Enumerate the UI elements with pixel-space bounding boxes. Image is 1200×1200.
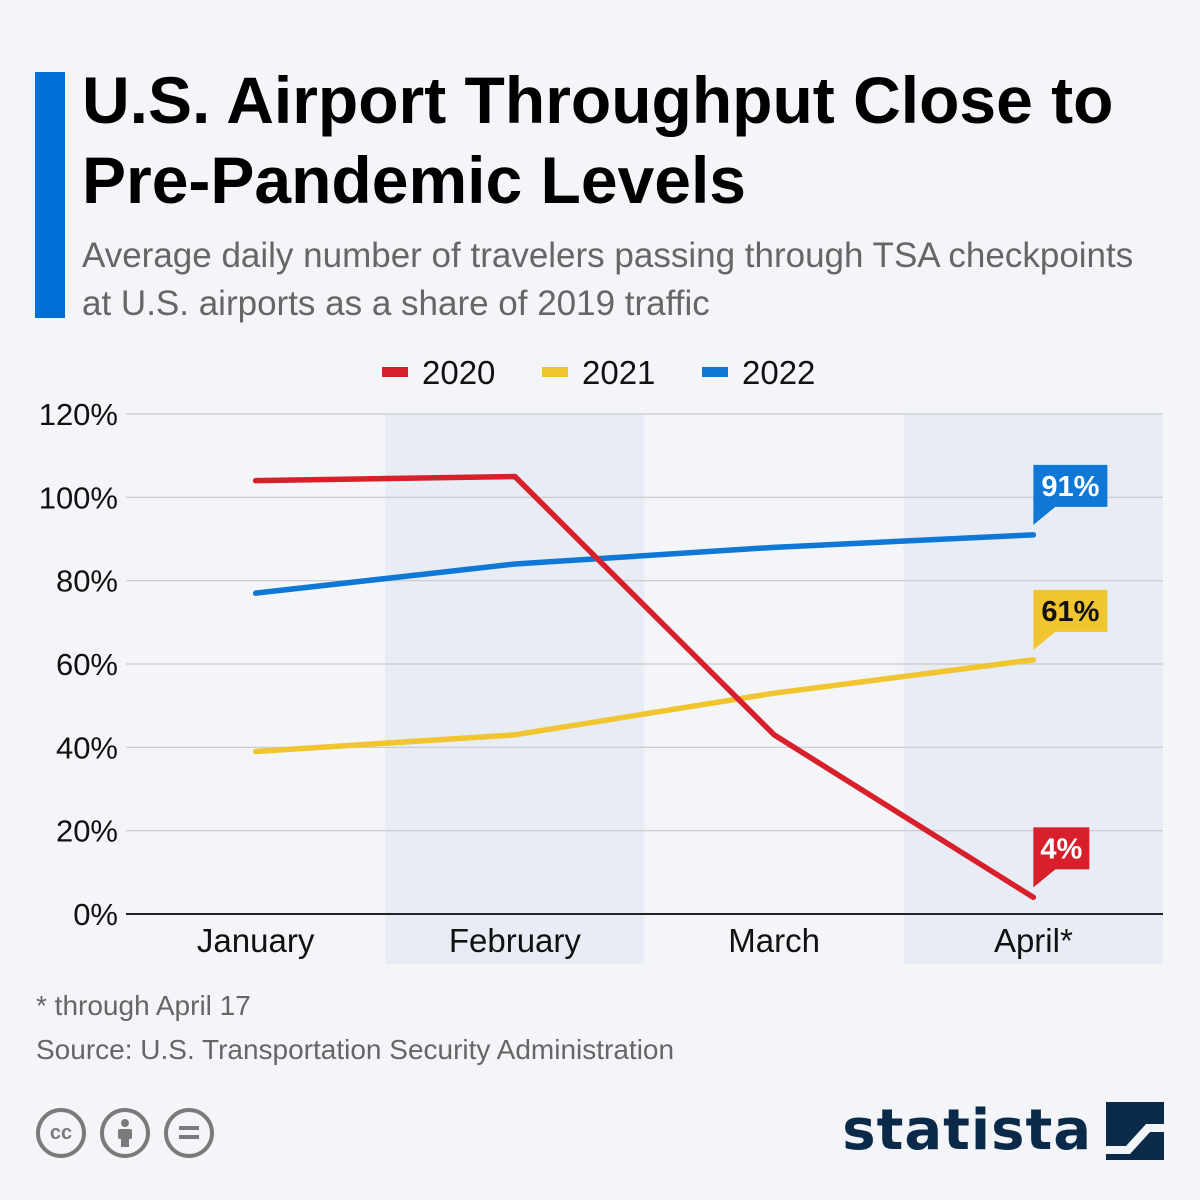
x-tick-label: January bbox=[197, 922, 315, 959]
series-line-2020 bbox=[252, 473, 1037, 901]
callout-box bbox=[1033, 464, 1108, 525]
y-tick-label: 120% bbox=[39, 397, 118, 432]
series-line-2022 bbox=[252, 532, 1037, 596]
data-label: 61% bbox=[1041, 596, 1099, 628]
x-tick-label: March bbox=[728, 922, 820, 959]
y-tick-label: 40% bbox=[56, 730, 118, 765]
legend-label: 2020 bbox=[422, 354, 495, 391]
source-note: Source: U.S. Transportation Security Adm… bbox=[36, 1034, 675, 1065]
attribution-icon[interactable] bbox=[100, 1108, 150, 1158]
callout-box bbox=[1033, 827, 1090, 888]
data-label: 4% bbox=[1040, 833, 1082, 865]
license-icons: cc bbox=[36, 1108, 214, 1158]
footnote: * through April 17 bbox=[36, 990, 251, 1021]
legend-label: 2021 bbox=[582, 354, 655, 391]
y-tick-label: 100% bbox=[39, 480, 118, 515]
statista-brand[interactable]: statista bbox=[842, 1098, 1164, 1163]
y-tick-label: 20% bbox=[56, 814, 118, 849]
callout-box bbox=[1033, 589, 1108, 650]
line-chart: 0% 20% 40% 60% 80% 100% 120% January February Mar… bbox=[39, 354, 1163, 964]
chart-subtitle: Average daily number of travelers passin… bbox=[82, 236, 1134, 323]
y-tick-label: 80% bbox=[56, 564, 118, 599]
x-tick-label: February bbox=[449, 922, 582, 959]
cc-icon[interactable]: cc bbox=[36, 1108, 86, 1158]
data-label: 91% bbox=[1041, 471, 1099, 503]
chart-title: U.S. Airport Throughput Close to Pre-Pan… bbox=[82, 63, 1114, 217]
series-line-2021 bbox=[252, 657, 1037, 755]
title-accent-bar bbox=[35, 72, 65, 318]
no-derivatives-icon[interactable] bbox=[164, 1108, 214, 1158]
legend-swatch bbox=[382, 367, 408, 377]
y-tick-label: 0% bbox=[73, 897, 118, 932]
category-band bbox=[385, 414, 645, 964]
legend-swatch bbox=[702, 367, 728, 377]
y-tick-label: 60% bbox=[56, 647, 118, 682]
brand-wordmark: statista bbox=[842, 1098, 1092, 1163]
x-tick-label: April* bbox=[994, 922, 1073, 959]
legend-swatch bbox=[542, 367, 568, 377]
statista-logo-icon bbox=[1106, 1101, 1164, 1160]
legend-label: 2022 bbox=[742, 354, 815, 391]
